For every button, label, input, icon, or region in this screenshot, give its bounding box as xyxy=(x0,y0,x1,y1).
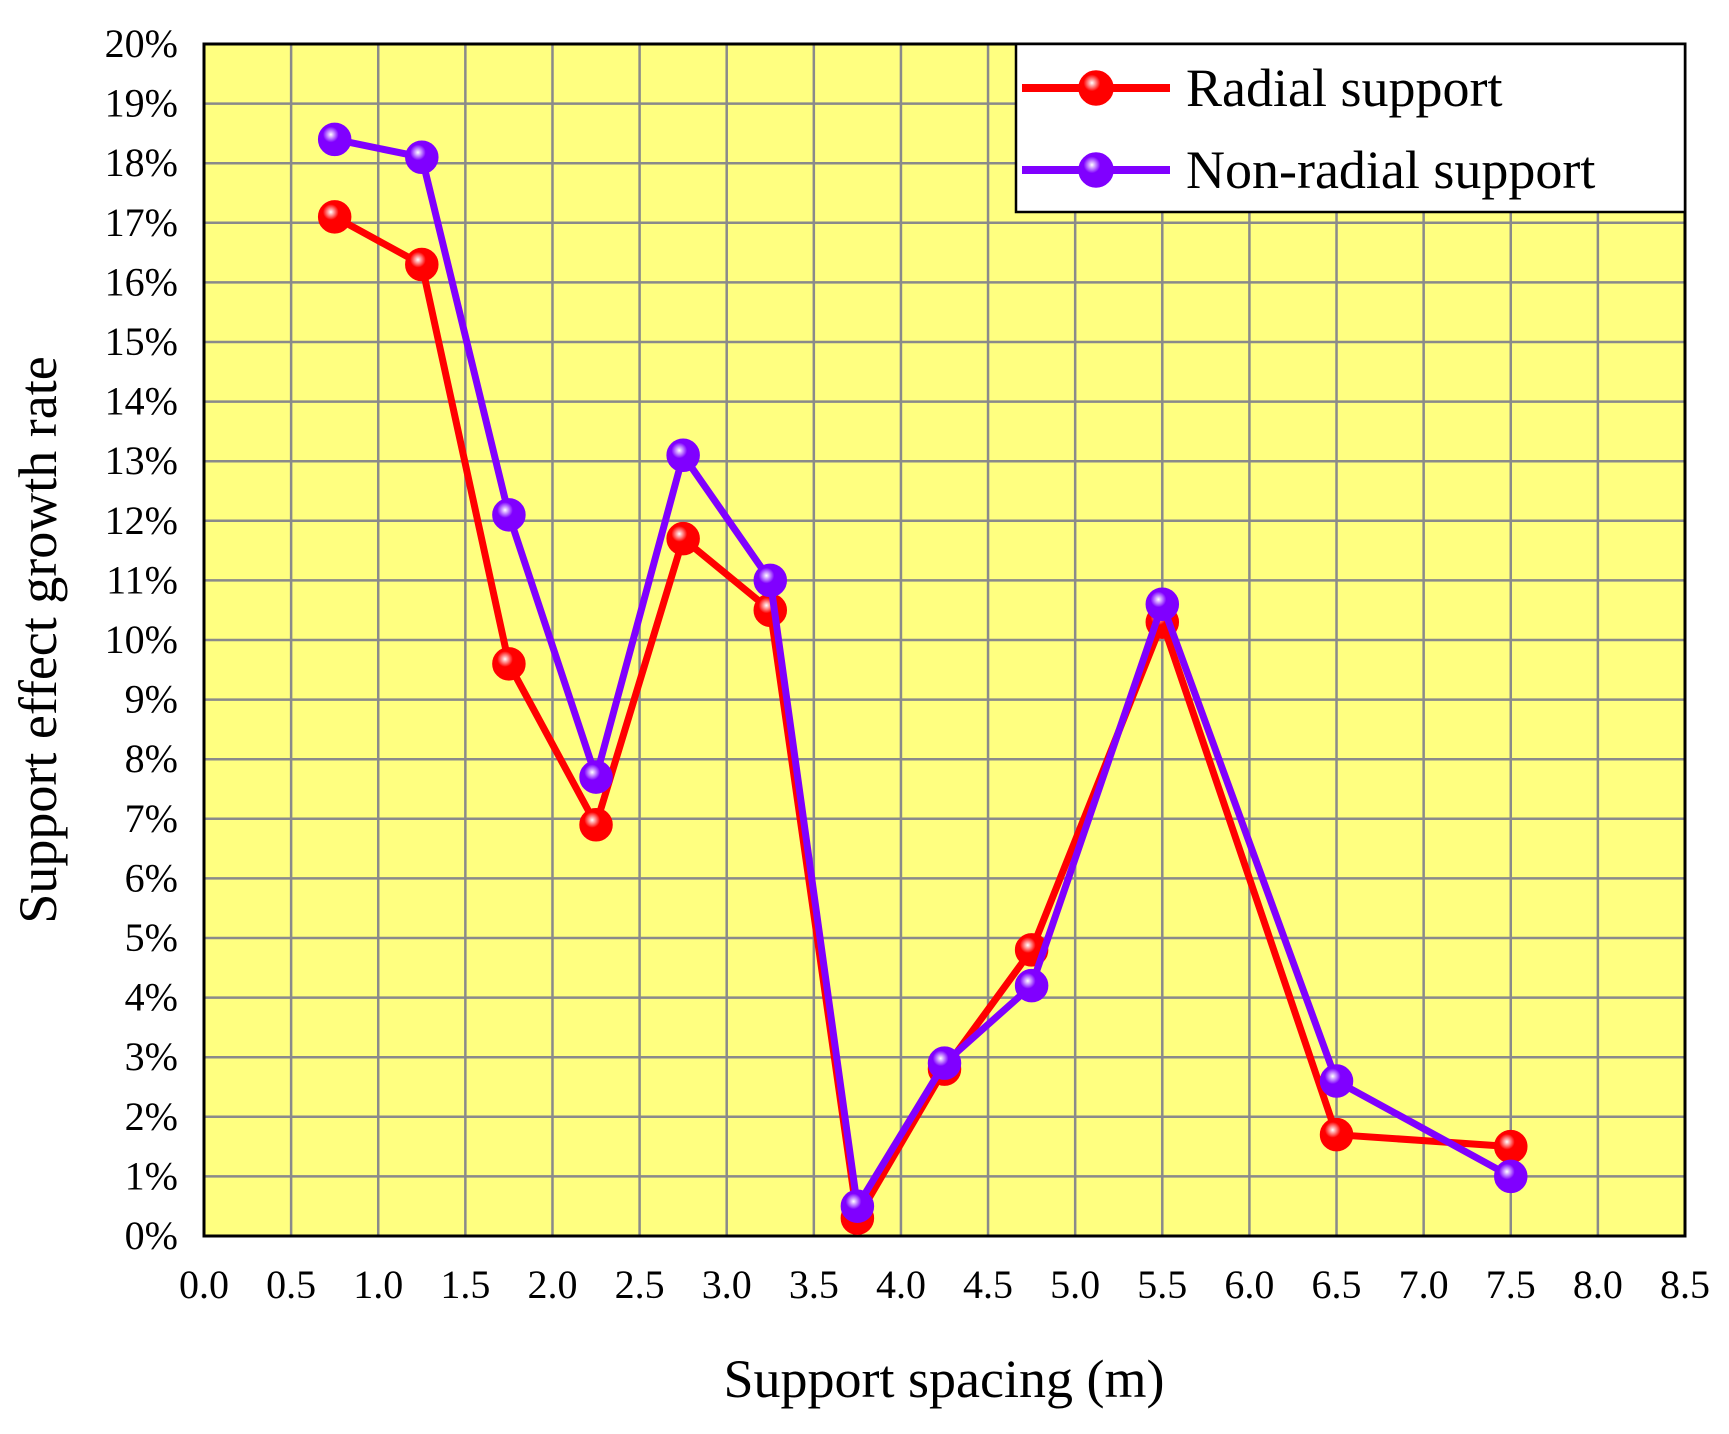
x-tick-label: 3.0 xyxy=(702,1262,752,1307)
y-tick-label: 6% xyxy=(125,855,178,900)
data-point xyxy=(840,1189,875,1223)
data-point xyxy=(405,247,439,282)
x-tick-label: 1.5 xyxy=(440,1262,490,1307)
data-point xyxy=(579,808,613,842)
y-axis-title: Support effect growth rate xyxy=(8,356,68,923)
data-point xyxy=(1319,1117,1354,1152)
legend: Radial support Non-radial support xyxy=(1014,42,1687,214)
series-layer xyxy=(317,122,1528,1235)
data-point xyxy=(1494,1159,1528,1194)
data-point xyxy=(1145,587,1180,621)
x-tick-label: 1.0 xyxy=(353,1262,403,1307)
x-tick-label: 4.5 xyxy=(963,1262,1013,1307)
plot-border xyxy=(202,42,1687,1238)
x-tick-label: 4.0 xyxy=(876,1262,926,1307)
y-tick-label: 5% xyxy=(125,915,178,960)
data-point xyxy=(753,563,788,598)
legend-label: Radial support xyxy=(1186,58,1502,118)
y-tick-label: 10% xyxy=(105,617,178,662)
x-tick-label: 5.0 xyxy=(1050,1262,1100,1307)
data-point xyxy=(1494,1129,1528,1164)
x-tick-label: 6.5 xyxy=(1312,1262,1362,1307)
data-point xyxy=(927,1046,962,1080)
y-tick-label: 13% xyxy=(105,438,178,483)
y-tick-label: 16% xyxy=(105,259,178,304)
y-tick-label: 4% xyxy=(125,975,178,1020)
series-line xyxy=(333,135,1513,1210)
x-axis-title: Support spacing (m) xyxy=(724,1349,1165,1409)
y-tick-label: 7% xyxy=(125,796,178,841)
data-point xyxy=(1319,1064,1354,1098)
data-point xyxy=(666,438,700,472)
data-point xyxy=(579,760,613,794)
data-point xyxy=(405,140,439,174)
y-tick-label: 14% xyxy=(105,379,178,424)
y-tick-label: 1% xyxy=(125,1153,178,1198)
series-non-radial-support xyxy=(317,122,1528,1223)
x-tick-label: 3.5 xyxy=(789,1262,839,1307)
y-tick-label: 19% xyxy=(105,81,178,126)
x-tick-label: 7.5 xyxy=(1486,1262,1536,1307)
y-tick-label: 8% xyxy=(125,736,178,781)
y-tick-label: 18% xyxy=(105,140,178,185)
x-tick-label: 0.0 xyxy=(179,1262,229,1307)
y-tick-label: 11% xyxy=(106,557,178,602)
data-point xyxy=(492,498,526,532)
data-point xyxy=(317,200,352,234)
x-tick-label: 0.5 xyxy=(266,1262,316,1307)
x-axis-ticks: 0.0 0.5 1.0 1.5 2.0 2.5 3.0 3.5 4.0 4.5 5.0 5.5 6.0 6… xyxy=(179,1262,1710,1307)
x-tick-label: 6.0 xyxy=(1224,1262,1274,1307)
y-tick-label: 2% xyxy=(125,1094,178,1139)
data-point xyxy=(1014,968,1049,1003)
x-tick-label: 2.0 xyxy=(527,1262,577,1307)
y-axis-ticks: 0% 1% 2% 3% 4% 5% 6% 7% 8% 9% 10% 11% 12% 13% 14% 15% 16… xyxy=(105,21,178,1258)
legend-marker xyxy=(1078,152,1114,188)
legend-box xyxy=(1014,42,1687,214)
y-tick-label: 12% xyxy=(105,498,178,543)
data-point xyxy=(317,122,352,157)
x-tick-label: 5.5 xyxy=(1137,1262,1187,1307)
x-tick-label: 8.0 xyxy=(1573,1262,1623,1307)
data-point xyxy=(492,647,526,681)
y-tick-label: 15% xyxy=(105,319,178,364)
y-tick-label: 9% xyxy=(125,677,178,722)
y-tick-label: 17% xyxy=(105,200,178,245)
y-tick-label: 0% xyxy=(125,1213,178,1258)
legend-marker xyxy=(1078,70,1114,106)
data-point xyxy=(666,521,700,556)
legend-label: Non-radial support xyxy=(1186,140,1595,200)
y-tick-label: 3% xyxy=(125,1034,178,1079)
x-tick-label: 8.5 xyxy=(1660,1262,1710,1307)
x-tick-label: 2.5 xyxy=(615,1262,665,1307)
y-tick-label: 20% xyxy=(105,21,178,66)
x-tick-label: 7.0 xyxy=(1399,1262,1449,1307)
